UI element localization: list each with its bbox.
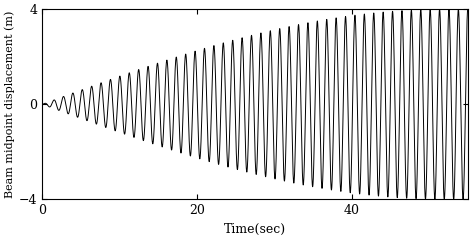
X-axis label: Time(sec): Time(sec) (224, 223, 286, 236)
Y-axis label: Beam midpoint displacement (m): Beam midpoint displacement (m) (4, 11, 15, 198)
